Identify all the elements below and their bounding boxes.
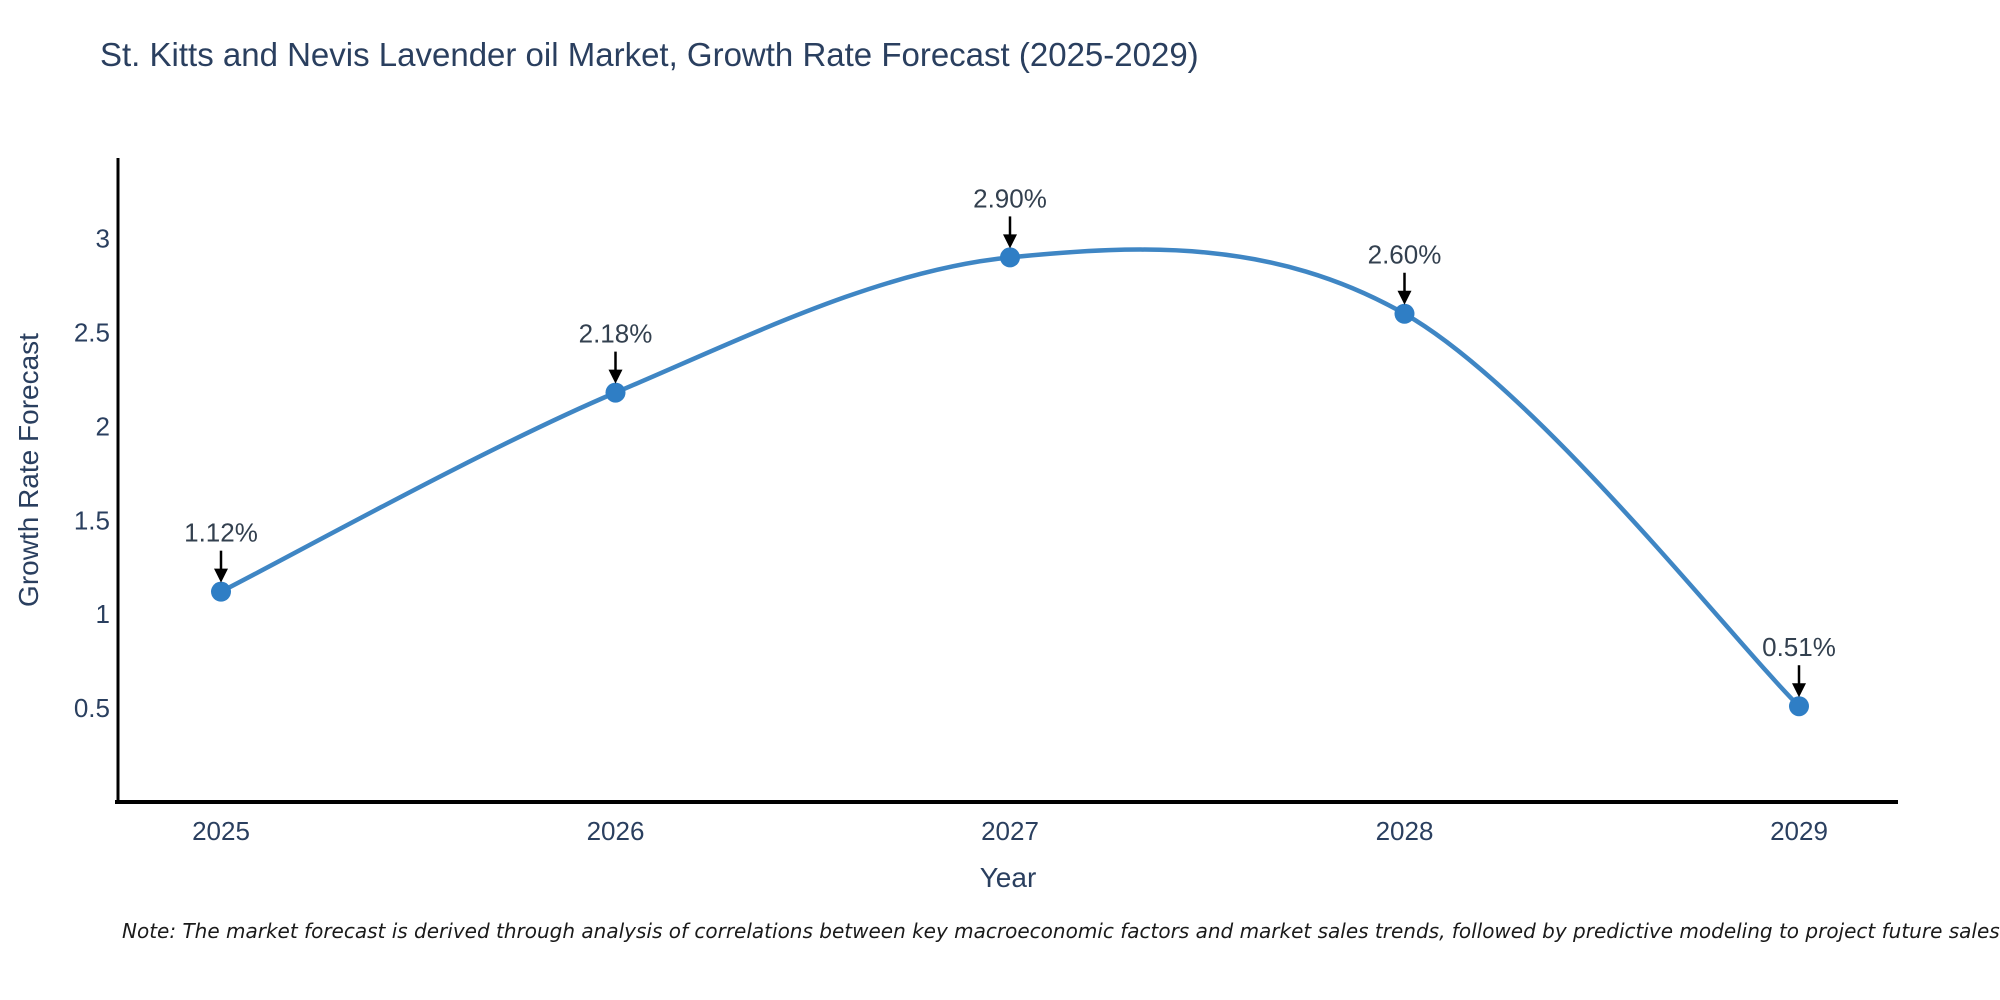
annotation-label: 2.90%: [973, 183, 1047, 213]
point-annotation: 2.90%: [973, 183, 1047, 249]
data-point-marker[interactable]: [605, 382, 626, 403]
data-point-marker[interactable]: [1000, 247, 1020, 268]
y-tick-label: 3: [96, 224, 110, 254]
annotation-label: 0.51%: [1762, 632, 1836, 662]
y-tick-label: 2.5: [74, 318, 110, 348]
annotation-arrowhead-icon: [1792, 683, 1806, 698]
data-point-layer: [211, 247, 1809, 717]
point-annotation: 2.18%: [579, 319, 653, 384]
annotation-arrowhead-icon: [1003, 234, 1017, 249]
x-tick-label: 2028: [1376, 816, 1434, 846]
y-axis-ticks: 0.5 1 1.5 2 2.5 3: [74, 224, 110, 723]
data-point-marker[interactable]: [1789, 696, 1809, 717]
data-point-marker[interactable]: [211, 581, 231, 602]
annotation-arrowhead-icon: [608, 369, 623, 384]
x-tick-label: 2025: [192, 816, 250, 846]
forecast-spline-line: [218, 247, 1802, 709]
series-line-layer: [218, 247, 1802, 709]
y-tick-label: 2: [96, 411, 110, 441]
annotation-arrowhead-icon: [214, 568, 228, 583]
annotation-label: 2.18%: [579, 319, 653, 349]
y-tick-label: 1: [96, 599, 110, 629]
chart-title: St. Kitts and Nevis Lavender oil Market,…: [100, 36, 1199, 73]
x-axis-title: Year: [980, 862, 1037, 893]
data-point-marker[interactable]: [1394, 303, 1415, 324]
y-axis-title: Growth Rate Forecast: [13, 333, 44, 607]
annotation-label: 2.60%: [1368, 240, 1442, 270]
annotation-arrowhead-icon: [1397, 290, 1412, 305]
x-tick-label: 2026: [587, 816, 645, 846]
point-annotation: 2.60%: [1368, 240, 1442, 305]
y-tick-label: 0.5: [74, 693, 110, 723]
y-tick-label: 1.5: [74, 505, 110, 535]
x-tick-label: 2029: [1770, 816, 1828, 846]
x-axis-ticks: 2025 2026 2027 2028 2029: [192, 816, 1828, 846]
annotation-layer: 1.12% 2.18% 2.90% 2.60% 0.51%: [184, 183, 1836, 698]
annotation-label: 1.12%: [184, 518, 258, 548]
x-tick-label: 2027: [981, 816, 1039, 846]
point-annotation: 0.51%: [1762, 632, 1836, 698]
point-annotation: 1.12%: [184, 518, 258, 583]
footnote: Note: The market forecast is derived thr…: [122, 919, 2000, 943]
